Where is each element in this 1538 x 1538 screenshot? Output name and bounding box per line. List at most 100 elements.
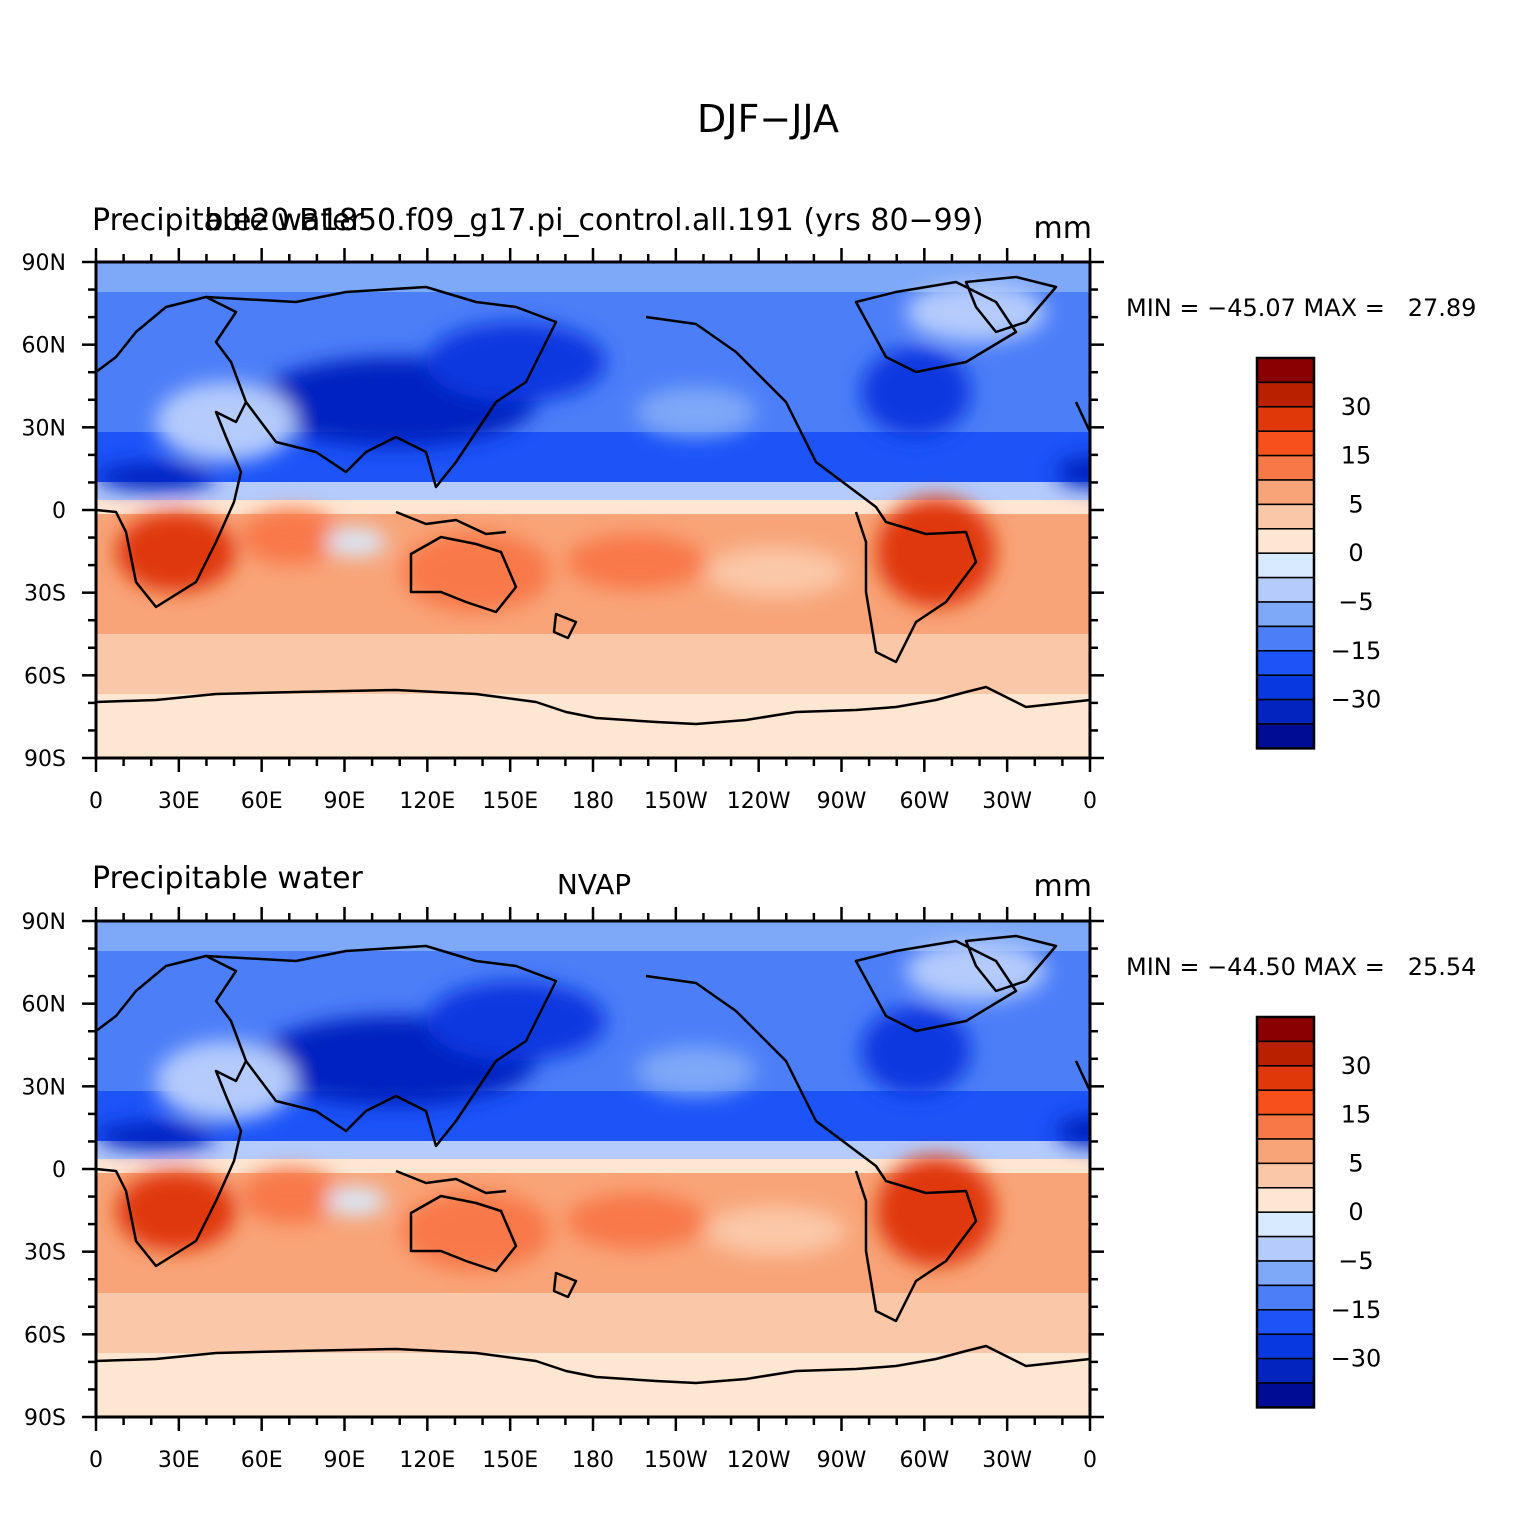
bottom-units: mm <box>1034 869 1092 904</box>
lon-tick-label: 150E <box>482 789 538 814</box>
colorbar-swatch <box>1256 674 1315 701</box>
colorbar-swatch <box>1256 1138 1315 1165</box>
lon-tick-label: 180 <box>572 789 614 814</box>
lat-tick-label: 30S <box>24 582 66 607</box>
colorbar-swatch <box>1256 1162 1315 1189</box>
colorbar-swatch <box>1256 503 1315 530</box>
lon-tick-label: 120W <box>727 789 791 814</box>
lon-tick-label: 0 <box>89 789 103 814</box>
lon-tick-label: 180 <box>572 1448 614 1473</box>
colorbar-swatch <box>1256 625 1315 652</box>
lon-tick-label: 30E <box>158 789 200 814</box>
top-lat-labels: 90N 60N 30N 0 30S 60S 90S <box>22 251 66 772</box>
lon-tick-label: 60W <box>899 1448 949 1473</box>
lon-tick-label: 90W <box>817 789 867 814</box>
colorbar-swatch <box>1256 1065 1315 1091</box>
top-left-title: Precipitable water <box>92 203 364 238</box>
lon-tick-label: 60E <box>241 789 283 814</box>
colorbar-swatch <box>1256 1187 1315 1213</box>
lon-tick-label: 60E <box>241 1448 283 1473</box>
colorbar-label: 5 <box>1348 1149 1363 1177</box>
colorbar-label: 30 <box>1341 1052 1372 1080</box>
lat-tick-label: 60S <box>24 664 66 689</box>
lat-tick-label: 90S <box>24 747 66 772</box>
colorbar-swatch <box>1256 1284 1315 1311</box>
colorbar-swatch <box>1256 1260 1315 1287</box>
bottom-lat-labels: 90N 60N 30N 0 30S 60S 90S <box>22 910 66 1431</box>
colorbar-label: −30 <box>1331 686 1382 714</box>
colorbar-swatch <box>1256 601 1315 628</box>
lat-tick-label: 30S <box>24 1241 66 1266</box>
colorbar-label: −5 <box>1338 1247 1373 1275</box>
colorbar-label: 5 <box>1348 490 1363 518</box>
lat-tick-label: 90N <box>22 251 66 276</box>
colorbar-swatch <box>1256 650 1315 676</box>
colorbar-swatch <box>1256 576 1315 603</box>
bottom-stats: MIN = −44.50 MAX = 25.54 <box>1126 953 1476 981</box>
top-units: mm <box>1034 211 1092 246</box>
bottom-left-title: Precipitable water <box>92 861 364 896</box>
figure-title: DJF−JJA <box>697 97 839 141</box>
top-colorbar: 30 15 5 0 −5 −15 −30 <box>1255 356 1382 750</box>
lat-tick-label: 0 <box>52 499 66 524</box>
colorbar-label: 30 <box>1341 393 1372 421</box>
top-stats: MIN = −45.07 MAX = 27.89 <box>1126 294 1476 322</box>
top-center-title: b.e20.B1850.f09_g17.pi_control.all.191 (… <box>204 203 983 238</box>
colorbar-swatch <box>1256 1016 1315 1043</box>
lon-tick-label: 90E <box>324 789 366 814</box>
lon-tick-label: 30W <box>982 1448 1032 1473</box>
bottom-axis-ticks <box>82 907 1104 1431</box>
colorbar-swatch <box>1256 698 1315 725</box>
lon-tick-label: 150E <box>482 1448 538 1473</box>
colorbar-swatch <box>1256 430 1315 457</box>
colorbar-frame <box>1255 1015 1316 1409</box>
colorbar-swatch <box>1256 1235 1315 1262</box>
lon-tick-label: 150W <box>644 789 708 814</box>
colorbar-swatch <box>1256 1309 1315 1335</box>
bottom-center-title: NVAP <box>557 868 631 901</box>
lon-tick-label: 0 <box>89 1448 103 1473</box>
top-map-field <box>96 262 1136 758</box>
colorbar-swatch <box>1256 723 1315 750</box>
top-lon-labels: 0 30E 60E 90E 120E 150E 180 150W 120W 90W 60W 30W 0 <box>89 789 1097 814</box>
colorbar-swatch <box>1256 1113 1315 1140</box>
colorbar-swatch <box>1256 1089 1315 1116</box>
lon-tick-label: 0 <box>1083 1448 1097 1473</box>
lon-tick-label: 120W <box>727 1448 791 1473</box>
colorbar-label: −15 <box>1331 1296 1382 1324</box>
colorbar-swatch <box>1256 552 1315 579</box>
colorbar-swatch <box>1256 479 1315 506</box>
colorbar-swatch <box>1256 1333 1315 1360</box>
lat-tick-label: 30N <box>22 416 66 441</box>
lon-tick-label: 90E <box>324 1448 366 1473</box>
colorbar-swatch <box>1256 1357 1315 1384</box>
lon-tick-label: 30E <box>158 1448 200 1473</box>
lon-tick-label: 120E <box>399 1448 455 1473</box>
lat-tick-label: 90N <box>22 910 66 935</box>
lat-tick-label: 90S <box>24 1406 66 1431</box>
colorbar-label: 0 <box>1348 539 1363 567</box>
colorbar-swatch <box>1256 528 1315 554</box>
lon-tick-label: 60W <box>899 789 949 814</box>
lon-tick-label: 0 <box>1083 789 1097 814</box>
lon-tick-label: 150W <box>644 1448 708 1473</box>
lon-tick-label: 120E <box>399 789 455 814</box>
top-axis-ticks <box>82 248 1104 772</box>
lat-tick-label: 60S <box>24 1323 66 1348</box>
lat-tick-label: 60N <box>22 334 66 359</box>
colorbar-swatch <box>1256 1382 1315 1409</box>
colorbar-frame <box>1255 356 1316 750</box>
colorbar-label: −5 <box>1338 588 1373 616</box>
colorbar-swatch <box>1256 381 1315 408</box>
bottom-lon-labels: 0 30E 60E 90E 120E 150E 180 150W 120W 90W 60W 30W 0 <box>89 1448 1097 1473</box>
bottom-panel: 90N 60N 30N 0 30S 60S 90S 0 30E 60E 90E 120E 150E 18… <box>22 861 1477 1473</box>
colorbar-swatch <box>1256 406 1315 432</box>
top-panel: 90N 60N 30N 0 30S 60S 90S 0 30E 60E 90E 120E 150E 18… <box>22 203 1477 814</box>
colorbar-label: 0 <box>1348 1198 1363 1226</box>
colorbar-label: −30 <box>1331 1345 1382 1373</box>
colorbar-swatch <box>1256 357 1315 384</box>
lon-tick-label: 90W <box>817 1448 867 1473</box>
colorbar-label: 15 <box>1341 442 1372 470</box>
bottom-colorbar: 30 15 5 0 −5 −15 −30 <box>1255 1015 1382 1409</box>
